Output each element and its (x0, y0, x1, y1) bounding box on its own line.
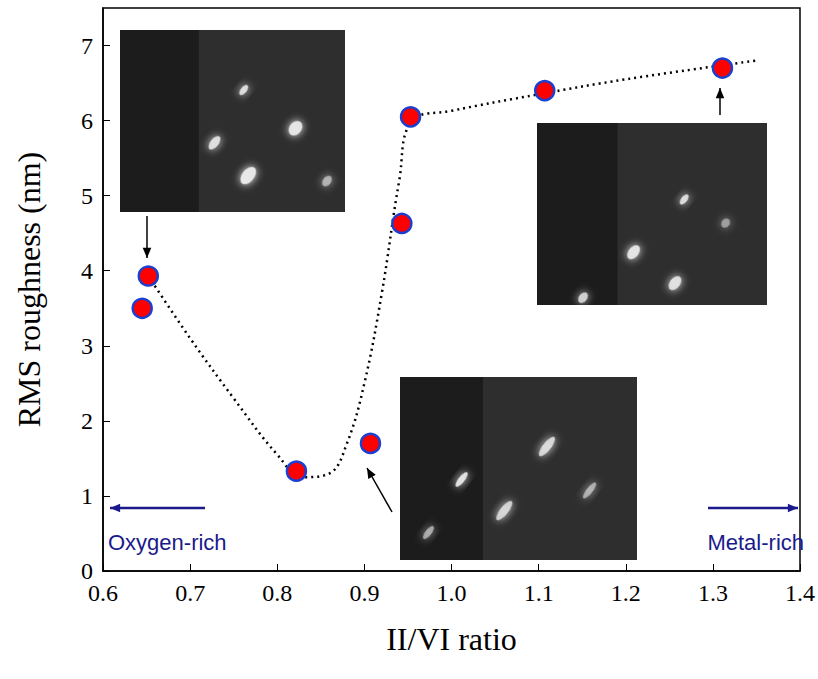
svg-text:6: 6 (81, 108, 93, 134)
svg-text:Oxygen-rich: Oxygen-rich (108, 530, 227, 555)
svg-text:4: 4 (81, 258, 93, 284)
svg-text:0.9: 0.9 (349, 580, 379, 606)
svg-text:1.4: 1.4 (785, 580, 815, 606)
svg-text:0: 0 (81, 558, 93, 584)
svg-text:1: 1 (81, 483, 93, 509)
svg-text:3: 3 (81, 333, 93, 359)
svg-text:Metal-rich: Metal-rich (707, 530, 804, 555)
svg-text:0.7: 0.7 (175, 580, 205, 606)
svg-text:RMS roughness (nm): RMS roughness (nm) (11, 152, 47, 428)
svg-text:1.2: 1.2 (611, 580, 641, 606)
svg-text:II/VI ratio: II/VI ratio (386, 621, 517, 657)
svg-text:1.3: 1.3 (698, 580, 728, 606)
svg-text:7: 7 (81, 33, 93, 59)
svg-text:1.1: 1.1 (524, 580, 554, 606)
svg-text:1.0: 1.0 (437, 580, 467, 606)
svg-text:0.8: 0.8 (262, 580, 292, 606)
svg-text:0.6: 0.6 (88, 580, 118, 606)
svg-text:5: 5 (81, 183, 93, 209)
svg-text:2: 2 (81, 408, 93, 434)
